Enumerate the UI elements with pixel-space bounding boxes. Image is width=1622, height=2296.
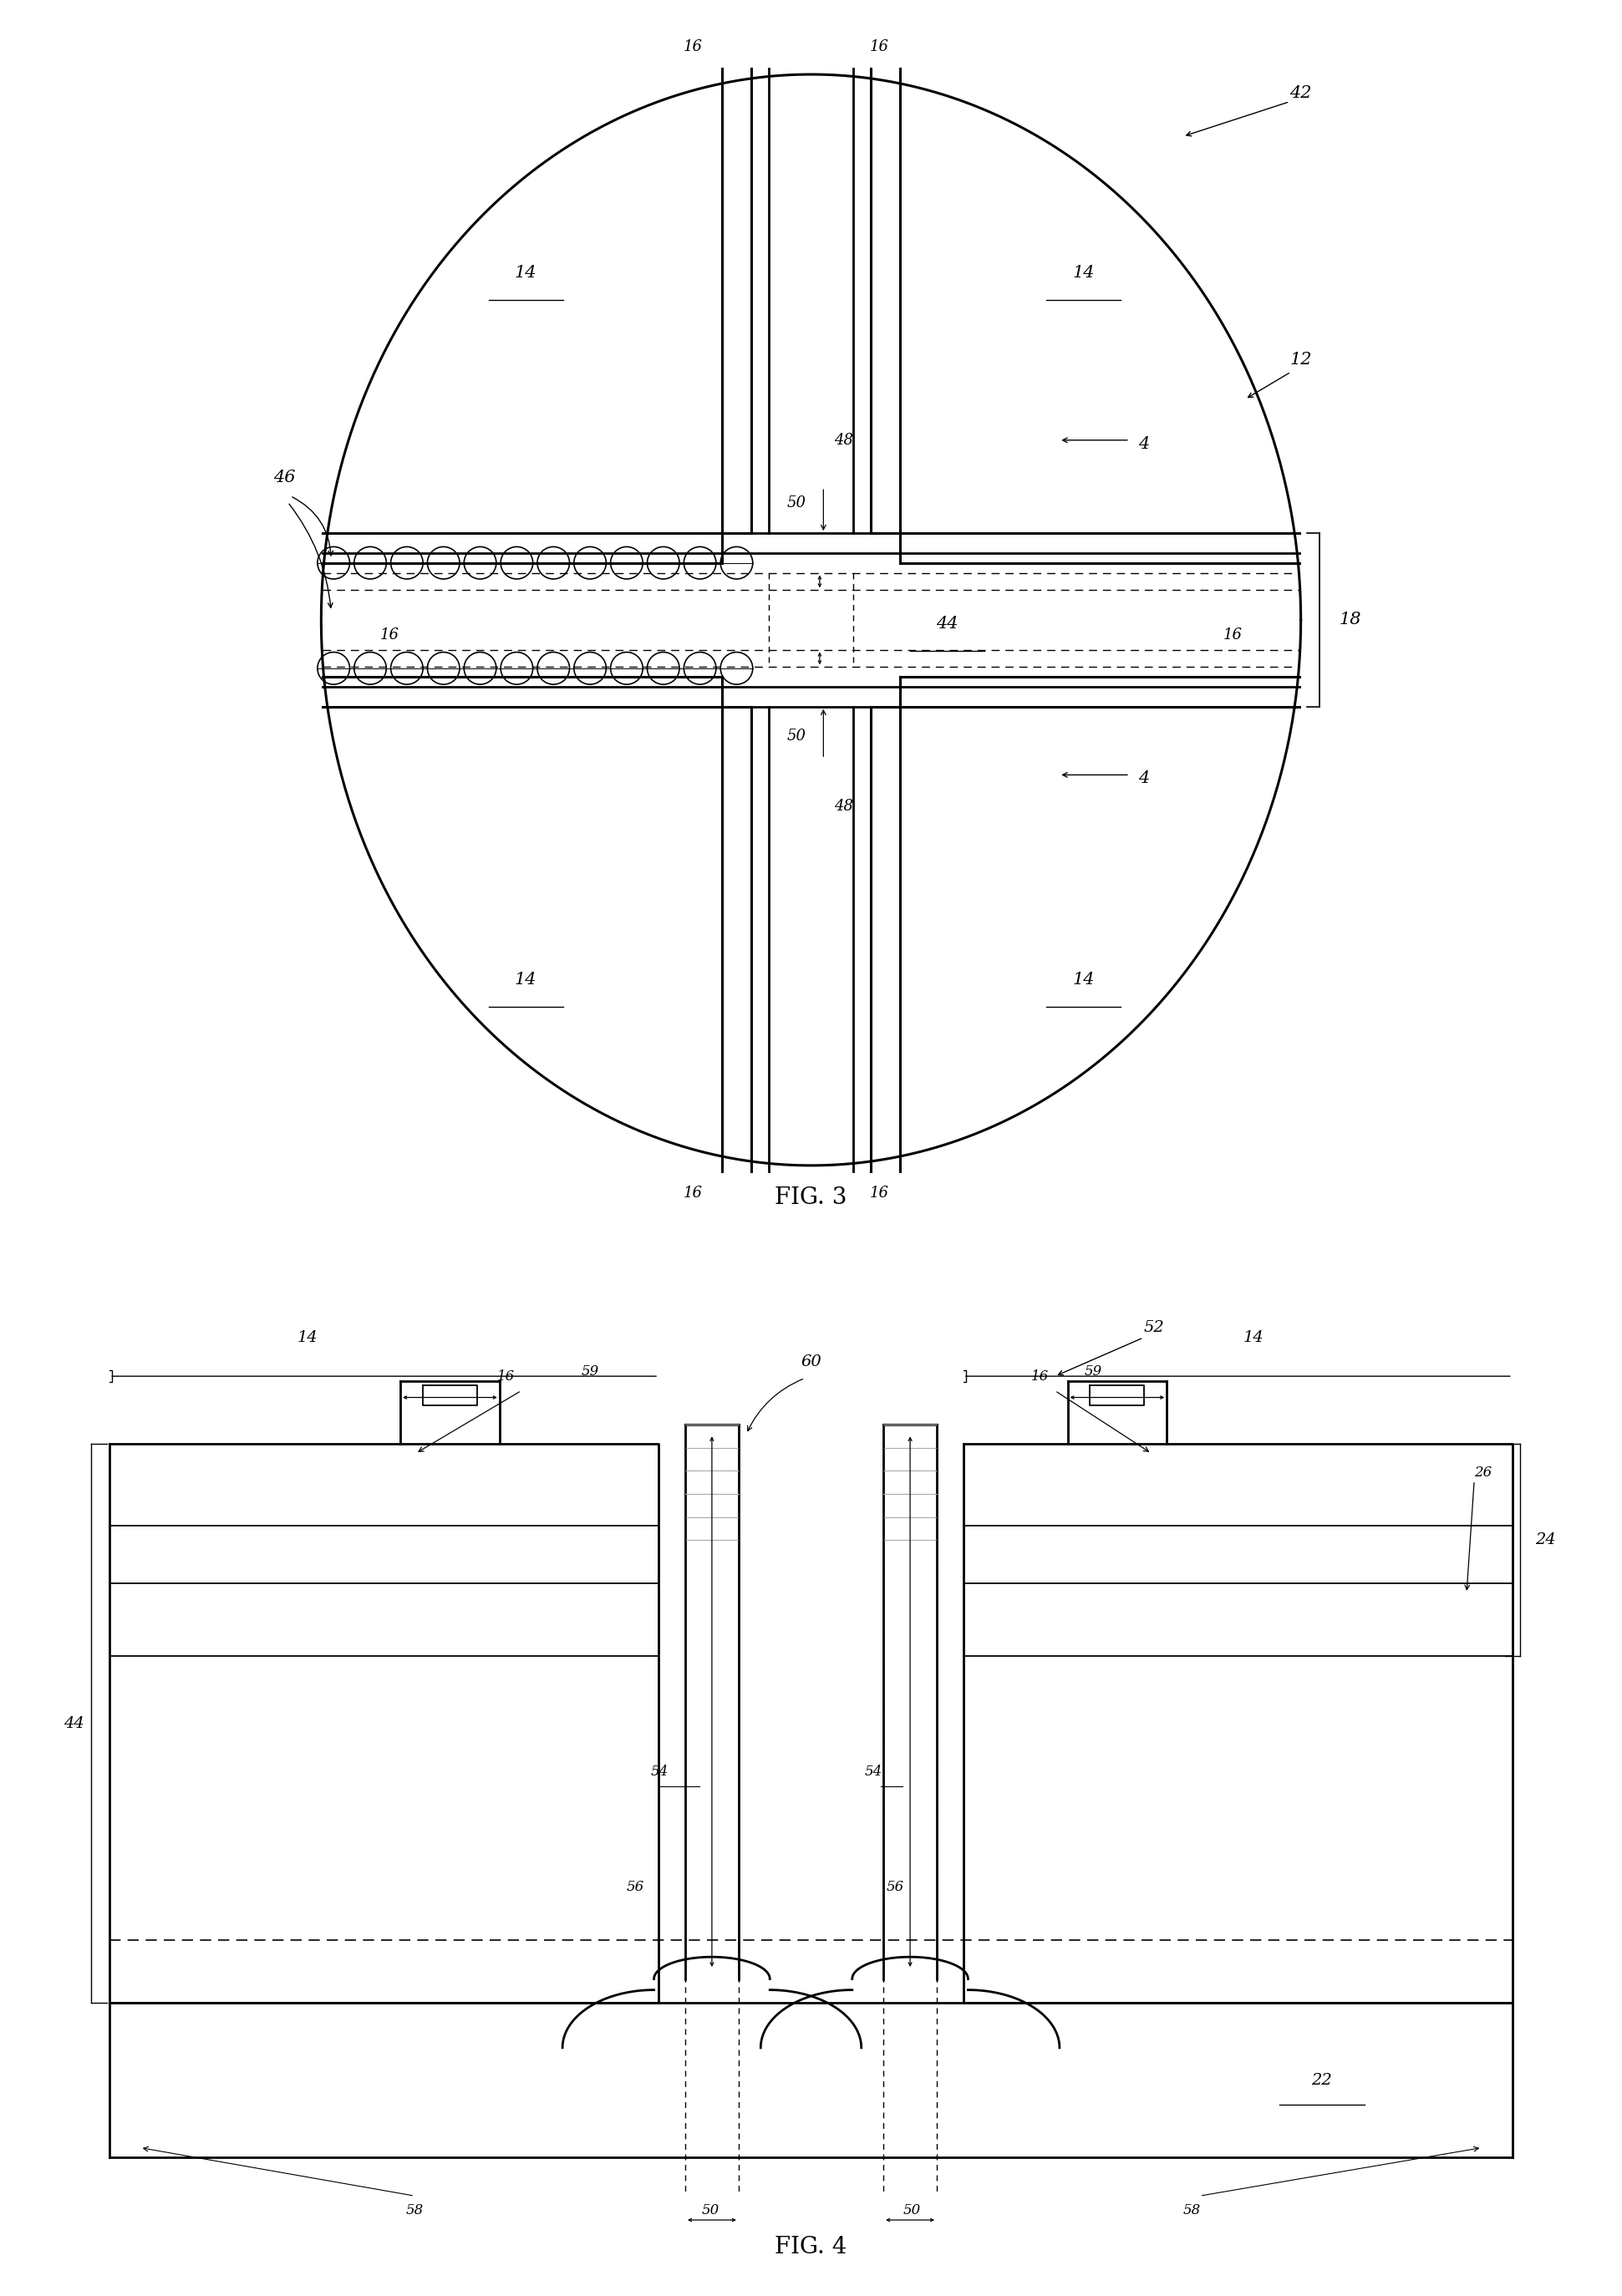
Text: 14: 14	[514, 971, 537, 987]
Text: 14: 14	[514, 264, 537, 280]
Text: 44: 44	[936, 615, 959, 631]
Text: 59: 59	[581, 1364, 599, 1378]
Text: FIG. 3: FIG. 3	[775, 1187, 847, 1208]
Text: 16: 16	[380, 627, 399, 643]
Text: 54: 54	[865, 1766, 882, 1779]
Text: 59: 59	[1083, 1364, 1101, 1378]
Text: 4: 4	[1137, 436, 1148, 452]
Text: 44: 44	[63, 1715, 84, 1731]
Text: 56: 56	[626, 1880, 644, 1894]
Text: 50: 50	[787, 728, 806, 744]
Text: 16: 16	[1032, 1368, 1048, 1382]
Text: 22: 22	[1312, 2073, 1332, 2087]
Text: 50: 50	[701, 2204, 719, 2218]
Text: 58: 58	[406, 2204, 423, 2218]
Text: 48: 48	[834, 799, 853, 813]
Text: 18: 18	[1340, 613, 1361, 627]
Text: 16: 16	[498, 1368, 514, 1382]
Text: 24: 24	[1536, 1534, 1555, 1548]
Text: FIG. 4: FIG. 4	[775, 2236, 847, 2259]
Text: 54: 54	[650, 1766, 668, 1779]
Text: 42: 42	[1289, 85, 1312, 101]
Text: 4: 4	[1137, 771, 1148, 788]
Text: 14: 14	[1242, 1329, 1264, 1345]
Text: 56: 56	[886, 1880, 903, 1894]
Text: 50: 50	[903, 2204, 921, 2218]
Text: 16: 16	[869, 1185, 889, 1201]
Text: 48: 48	[834, 432, 853, 448]
Text: 12: 12	[1289, 351, 1312, 367]
Text: 16: 16	[683, 39, 702, 55]
Text: 26: 26	[1474, 1465, 1492, 1479]
Text: 14: 14	[297, 1329, 318, 1345]
Text: 60: 60	[801, 1355, 821, 1368]
Text: 52: 52	[1144, 1320, 1165, 1336]
Text: 46: 46	[272, 468, 295, 484]
Text: 14: 14	[1072, 264, 1095, 280]
Text: 50: 50	[787, 496, 806, 512]
Text: 16: 16	[1223, 627, 1242, 643]
Text: 16: 16	[869, 39, 889, 55]
Text: 58: 58	[1184, 2204, 1200, 2218]
Text: 14: 14	[1072, 971, 1095, 987]
Text: 16: 16	[683, 1185, 702, 1201]
